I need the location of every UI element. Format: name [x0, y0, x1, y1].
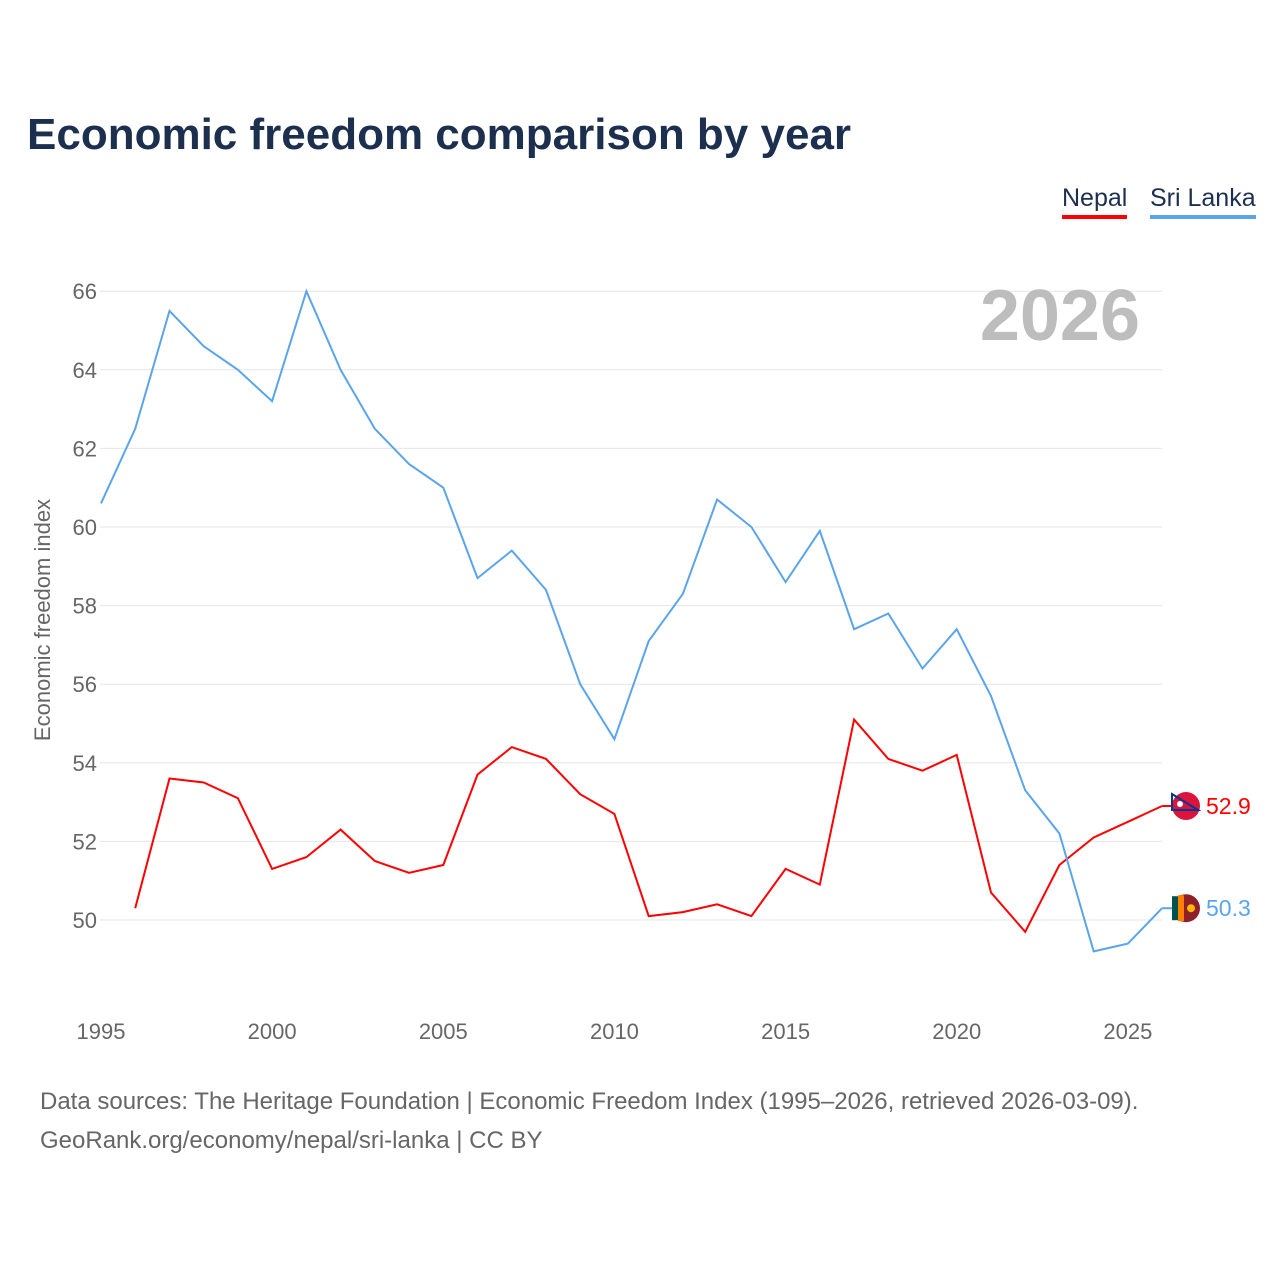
series-line-sri-lanka [100, 288, 1163, 953]
x-tick-label: 2010 [590, 1019, 639, 1044]
y-tick-label: 58 [73, 594, 97, 619]
x-tick-label: 2025 [1103, 1019, 1152, 1044]
y-tick-label: 60 [73, 515, 97, 540]
chart-title: Economic freedom comparison by year [27, 110, 852, 159]
source-line-2: GeoRank.org/economy/nepal/sri-lanka | CC… [40, 1127, 543, 1154]
x-tick-label: 2005 [419, 1019, 468, 1044]
series-line-nepal [134, 717, 1163, 934]
y-axis-label: Economic freedom index [30, 499, 55, 741]
y-tick-label: 62 [73, 436, 97, 461]
x-tick-label: 2015 [761, 1019, 810, 1044]
legend-sri-lanka[interactable]: Sri Lanka [1150, 184, 1256, 219]
sri-lanka-flag-orange [1178, 895, 1184, 922]
y-tick-label: 66 [73, 279, 97, 304]
y-tick-label: 54 [73, 751, 97, 776]
sri-lanka-flag-green [1172, 896, 1178, 921]
x-tick-label: 2000 [248, 1019, 297, 1044]
nepal-flag-sun [1177, 801, 1183, 808]
y-tick-label: 56 [73, 672, 97, 697]
y-tick-label: 50 [73, 908, 97, 933]
legend-nepal[interactable]: Nepal [1062, 184, 1128, 219]
year-watermark: 2026 [980, 276, 1140, 356]
y-tick-label: 52 [73, 829, 97, 854]
sri-lanka-flag-lion [1187, 904, 1195, 913]
nepal-flag-detail [1171, 792, 1202, 812]
x-tick-label: 1995 [77, 1019, 126, 1044]
end-value-label: 50.3 [1206, 895, 1251, 921]
source-line-1: Data sources: The Heritage Foundation | … [40, 1088, 1139, 1115]
y-tick-label: 64 [73, 358, 97, 383]
end-value-label: 52.9 [1206, 793, 1251, 819]
x-tick-label: 2020 [932, 1019, 981, 1044]
